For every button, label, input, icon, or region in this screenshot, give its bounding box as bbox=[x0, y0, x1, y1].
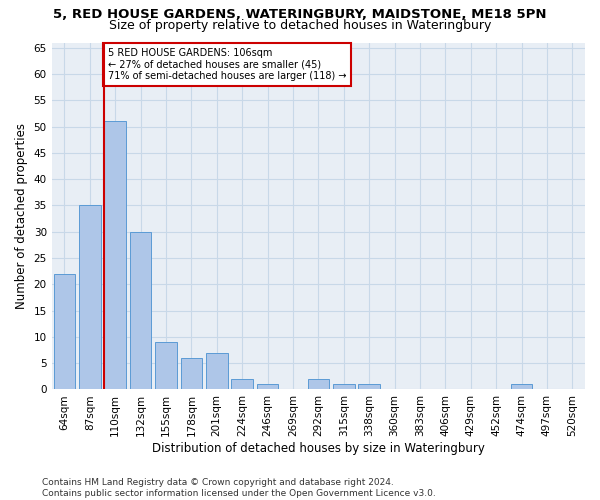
Bar bbox=[333, 384, 355, 390]
Bar bbox=[308, 379, 329, 390]
Text: Size of property relative to detached houses in Wateringbury: Size of property relative to detached ho… bbox=[109, 18, 491, 32]
Bar bbox=[206, 352, 227, 390]
Bar bbox=[232, 379, 253, 390]
Bar bbox=[104, 122, 126, 390]
Text: 5, RED HOUSE GARDENS, WATERINGBURY, MAIDSTONE, ME18 5PN: 5, RED HOUSE GARDENS, WATERINGBURY, MAID… bbox=[53, 8, 547, 20]
X-axis label: Distribution of detached houses by size in Wateringbury: Distribution of detached houses by size … bbox=[152, 442, 485, 455]
Bar bbox=[257, 384, 278, 390]
Y-axis label: Number of detached properties: Number of detached properties bbox=[15, 123, 28, 309]
Bar bbox=[181, 358, 202, 390]
Bar bbox=[358, 384, 380, 390]
Text: 5 RED HOUSE GARDENS: 106sqm
← 27% of detached houses are smaller (45)
71% of sem: 5 RED HOUSE GARDENS: 106sqm ← 27% of det… bbox=[107, 48, 346, 81]
Bar bbox=[130, 232, 151, 390]
Bar bbox=[511, 384, 532, 390]
Bar bbox=[155, 342, 177, 390]
Text: Contains HM Land Registry data © Crown copyright and database right 2024.
Contai: Contains HM Land Registry data © Crown c… bbox=[42, 478, 436, 498]
Bar bbox=[79, 206, 101, 390]
Bar bbox=[53, 274, 75, 390]
